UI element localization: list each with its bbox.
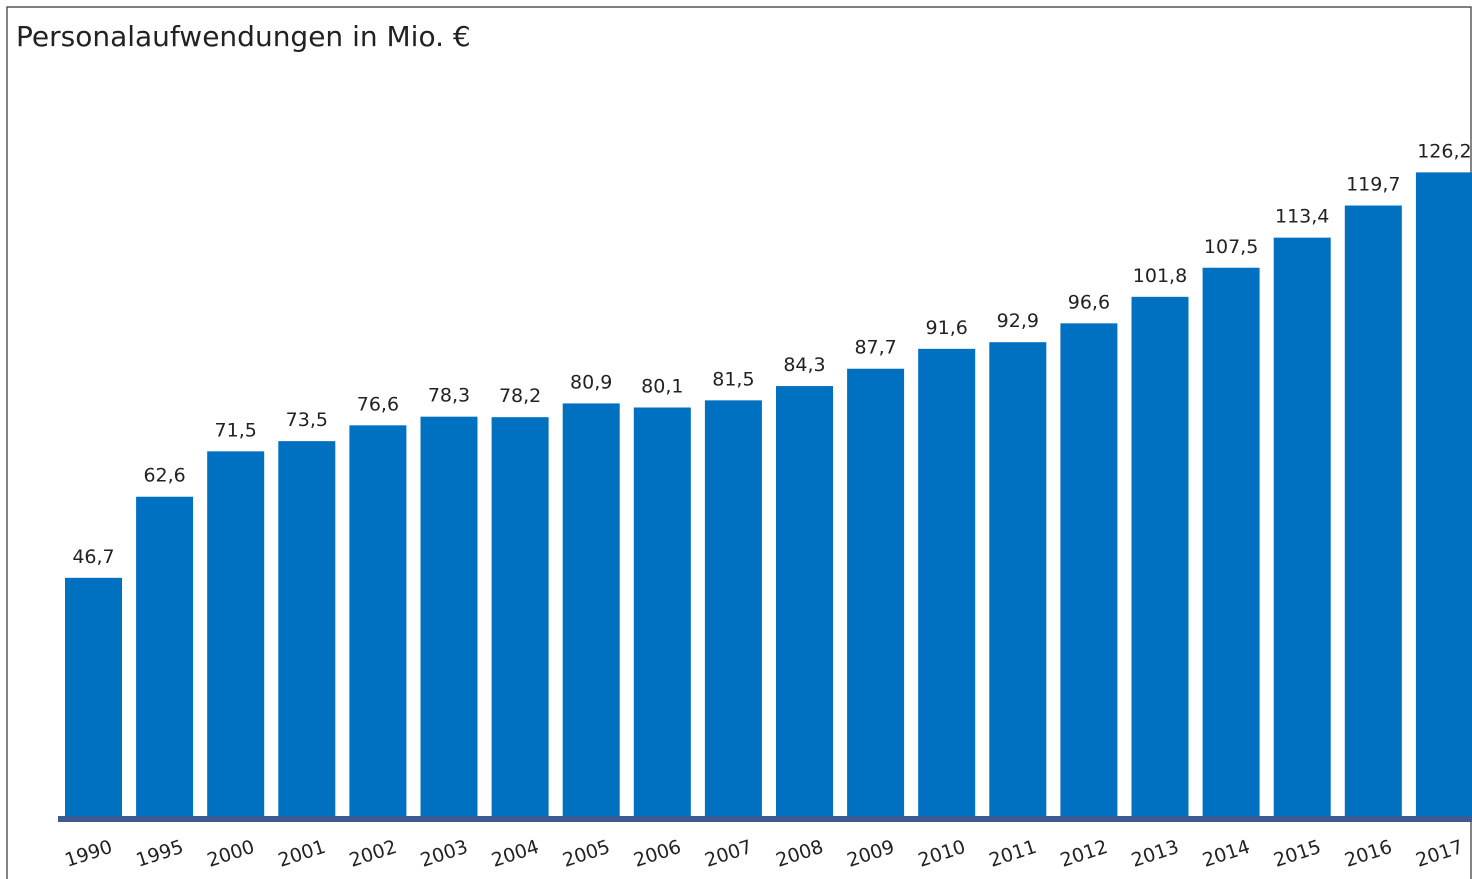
x-tick-label: 2017 (1413, 836, 1466, 872)
bar (207, 451, 265, 816)
value-label: 80,1 (641, 375, 683, 397)
value-label: 76,6 (357, 393, 399, 415)
value-label: 92,9 (997, 310, 1039, 332)
x-tick-label: 2015 (1271, 836, 1324, 872)
chart-title: Personalaufwendungen in Mio. € (16, 20, 471, 53)
value-label: 101,8 (1133, 265, 1187, 287)
bar (349, 425, 407, 816)
x-tick-label: 2010 (915, 836, 968, 872)
x-tick-label: 2002 (347, 836, 400, 872)
x-tick-label: 2003 (418, 836, 471, 872)
bar (776, 386, 833, 816)
x-tick-label: 2011 (987, 836, 1040, 872)
bar (1273, 237, 1331, 816)
bar (1131, 296, 1189, 816)
bar (562, 403, 620, 816)
value-label: 73,5 (286, 409, 328, 431)
x-tick-label: 2006 (631, 836, 684, 872)
bar (1060, 323, 1118, 816)
x-tick-label: 2014 (1200, 836, 1253, 872)
x-tick-label: 2007 (702, 836, 755, 872)
x-tick-label: 1995 (133, 836, 186, 872)
value-label: 78,3 (428, 385, 470, 407)
x-tick-label: 2012 (1058, 836, 1111, 872)
bar (1415, 172, 1472, 816)
bar (989, 342, 1047, 816)
x-tick-label: 2005 (560, 836, 613, 872)
bar (1202, 267, 1260, 816)
x-tick-label: 2000 (204, 836, 257, 872)
x-tick-label: 2008 (773, 836, 826, 872)
value-label: 96,6 (1068, 291, 1110, 313)
bar (491, 417, 549, 816)
value-label: 87,7 (854, 337, 896, 359)
bar (704, 400, 762, 816)
bar (65, 577, 122, 816)
value-label: 81,5 (712, 368, 754, 390)
value-label: 119,7 (1346, 174, 1400, 196)
bar (420, 416, 478, 816)
bar (633, 407, 691, 816)
value-label: 91,6 (926, 317, 968, 339)
bar (278, 441, 336, 816)
x-tick-label: 2009 (844, 836, 897, 872)
value-label: 126,2 (1417, 140, 1471, 162)
value-label: 80,9 (570, 371, 612, 393)
bar (136, 496, 194, 816)
value-label: 46,7 (72, 546, 114, 568)
x-tick-label: 2001 (276, 836, 329, 872)
bar (918, 348, 976, 816)
value-label: 84,3 (783, 354, 825, 376)
x-tick-label: 1990 (62, 836, 115, 872)
x-tick-label: 2013 (1129, 836, 1182, 872)
x-tick-label: 2004 (489, 836, 542, 872)
value-label: 78,2 (499, 385, 541, 407)
value-label: 107,5 (1204, 236, 1258, 258)
value-label: 113,4 (1275, 206, 1329, 228)
value-label: 62,6 (143, 465, 185, 487)
value-label: 71,5 (215, 419, 257, 441)
bar (1344, 205, 1402, 816)
bar (847, 368, 905, 816)
x-tick-label: 2016 (1342, 836, 1395, 872)
